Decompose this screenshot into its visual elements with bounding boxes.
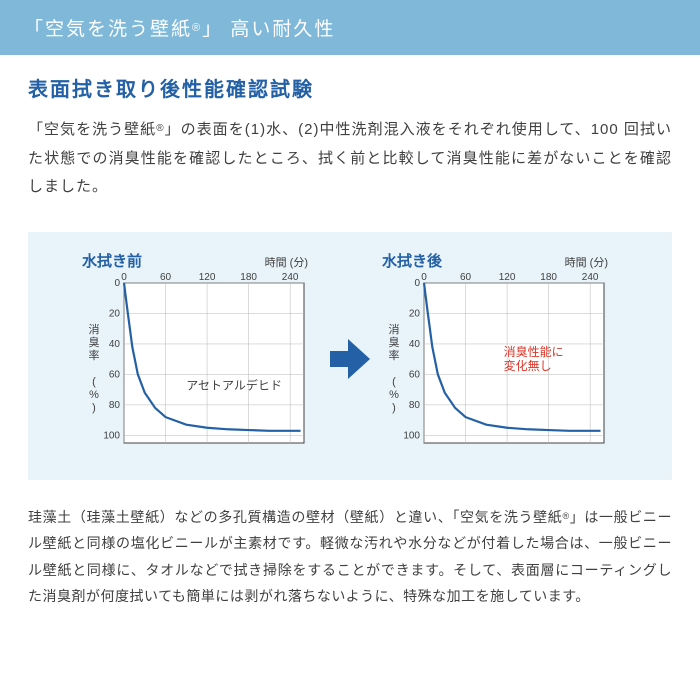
svg-text:20: 20 <box>109 308 121 319</box>
svg-text:消臭性能に: 消臭性能に <box>504 344 564 359</box>
svg-text:臭: 臭 <box>389 335 400 349</box>
svg-text:20: 20 <box>409 308 421 319</box>
chart-xlabel-1: 時間 (分) <box>565 254 608 270</box>
footnote-reg: ® <box>562 511 569 521</box>
chart-title-1: 水拭き後 <box>382 250 442 271</box>
chart-svg-0: 0 60 120 180 240 0 20 40 60 80 100 アセトアルデヒド 消臭率 (%) <box>82 273 318 468</box>
svg-text:240: 240 <box>282 273 299 283</box>
svg-text:0: 0 <box>121 273 127 283</box>
chart-svg-1: 0 60 120 180 240 0 20 40 60 80 100 消臭性能に変化無し 消臭率 (%) <box>382 273 618 468</box>
svg-text:アセトアルデヒド: アセトアルデヒド <box>186 377 282 392</box>
intro-a: 「空気を洗う壁紙 <box>28 121 156 138</box>
footnote-paragraph: 珪藻土（珪藻土壁紙）などの多孔質構造の壁材（壁紙）と違い、「空気を洗う壁紙®」は… <box>0 494 700 630</box>
svg-text:100: 100 <box>103 430 120 441</box>
svg-text:60: 60 <box>109 369 121 380</box>
chart-title-0: 水拭き前 <box>82 250 142 271</box>
svg-text:60: 60 <box>160 273 172 283</box>
svg-text:%: % <box>89 389 99 401</box>
footnote-a: 珪藻土（珪藻土壁紙）などの多孔質構造の壁材（壁紙）と違い、「空気を洗う壁紙 <box>28 509 562 525</box>
banner: 「空気を洗う壁紙®」 高い耐久性 <box>0 0 700 55</box>
svg-text:0: 0 <box>114 278 120 289</box>
svg-text:%: % <box>389 389 399 401</box>
svg-text:80: 80 <box>409 399 421 410</box>
arrow-icon <box>330 337 370 381</box>
svg-text:120: 120 <box>499 273 516 283</box>
svg-text:240: 240 <box>582 273 599 283</box>
subtitle: 表面拭き取り後性能確認試験 <box>28 73 672 102</box>
banner-reg: ® <box>192 22 202 34</box>
svg-text:(: ( <box>92 376 96 388</box>
svg-text:40: 40 <box>409 338 421 349</box>
chart-xlabel-0: 時間 (分) <box>265 254 308 270</box>
svg-text:180: 180 <box>540 273 557 283</box>
svg-text:): ) <box>392 402 396 414</box>
intro-reg: ® <box>156 123 164 134</box>
chart-after: 水拭き後 時間 (分) 0 60 120 180 240 0 20 40 60 80 100 消臭性能… <box>382 250 618 468</box>
banner-text-b: 」 高い耐久性 <box>202 19 335 40</box>
svg-text:0: 0 <box>421 273 427 283</box>
svg-text:変化無し: 変化無し <box>504 358 552 373</box>
svg-text:率: 率 <box>389 348 400 362</box>
svg-text:80: 80 <box>109 399 121 410</box>
intro-paragraph: 「空気を洗う壁紙®」の表面を(1)水、(2)中性洗剤混入液をそれぞれ使用して、1… <box>28 116 672 202</box>
svg-text:): ) <box>92 402 96 414</box>
chart-panel: 水拭き前 時間 (分) 0 60 120 180 240 0 20 40 60 80 100 アセトア… <box>28 232 672 480</box>
svg-text:60: 60 <box>409 369 421 380</box>
svg-text:臭: 臭 <box>89 335 100 349</box>
svg-text:消: 消 <box>89 322 100 336</box>
svg-text:40: 40 <box>109 338 121 349</box>
svg-text:180: 180 <box>240 273 257 283</box>
banner-text-a: 「空気を洗う壁紙 <box>24 19 192 40</box>
svg-text:60: 60 <box>460 273 472 283</box>
svg-text:120: 120 <box>199 273 216 283</box>
svg-text:(: ( <box>392 376 396 388</box>
svg-text:率: 率 <box>89 348 100 362</box>
svg-text:消: 消 <box>389 322 400 336</box>
svg-text:0: 0 <box>414 278 420 289</box>
chart-before: 水拭き前 時間 (分) 0 60 120 180 240 0 20 40 60 80 100 アセトア… <box>82 250 318 468</box>
svg-text:100: 100 <box>403 430 420 441</box>
section-head: 表面拭き取り後性能確認試験 「空気を洗う壁紙®」の表面を(1)水、(2)中性洗剤… <box>0 55 700 212</box>
